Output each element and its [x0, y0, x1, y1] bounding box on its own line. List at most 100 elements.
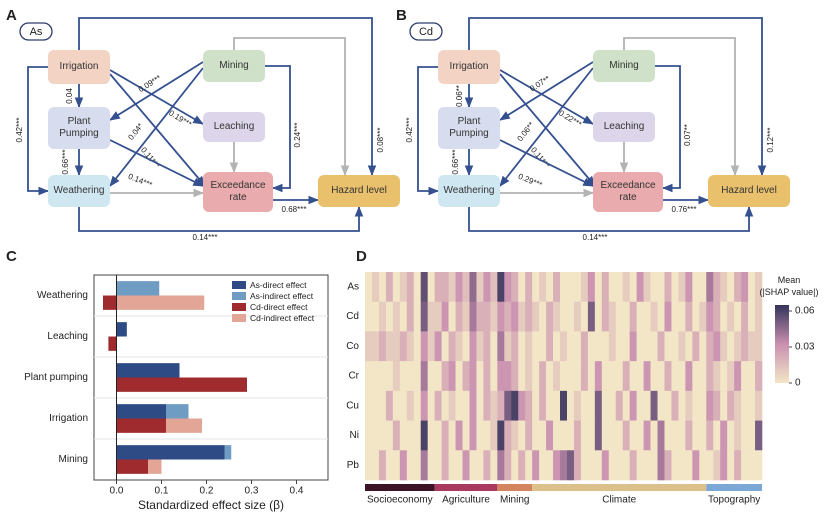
heat-cell	[615, 331, 624, 362]
heat-cell	[532, 390, 540, 421]
heat-cell	[671, 420, 679, 451]
colorbar	[775, 305, 789, 383]
edge-label: 0.04	[65, 88, 74, 104]
heat-cell	[427, 331, 435, 362]
edge-label: 0.14***	[127, 172, 153, 190]
bar	[116, 377, 247, 392]
heat-cell	[594, 420, 603, 451]
heat-cell	[594, 361, 603, 392]
edge-arrow	[78, 17, 377, 177]
edge-label: 0.04*	[126, 122, 145, 142]
heat-cell	[587, 420, 596, 451]
heat-cell	[518, 272, 526, 303]
group-label: Socioeconomy	[367, 495, 433, 506]
heat-cell	[720, 361, 728, 392]
heat-cell	[671, 331, 679, 362]
heat-cell	[497, 272, 505, 303]
heat-cell	[560, 390, 568, 421]
node-box	[48, 175, 110, 207]
heat-cell	[727, 301, 735, 332]
heat-cell	[378, 361, 387, 392]
heat-cell	[636, 420, 644, 451]
heat-cell	[741, 361, 749, 392]
edge-label: 0.09***	[137, 73, 163, 94]
heat-cell	[546, 301, 554, 332]
heat-cell	[727, 420, 735, 451]
node-box	[708, 175, 790, 207]
heat-cell	[685, 450, 693, 481]
heat-cell	[553, 390, 561, 421]
heat-cell	[413, 420, 422, 451]
heat-cell	[622, 450, 630, 481]
heat-cell	[734, 390, 742, 421]
heat-cell	[441, 420, 449, 451]
heat-cell	[371, 272, 380, 303]
node-label: Mining	[219, 60, 249, 71]
heat-cell	[371, 361, 380, 392]
heat-cell	[608, 272, 617, 303]
heat-cell	[636, 450, 644, 481]
heat-cell	[566, 301, 575, 332]
heat-cell	[566, 331, 575, 362]
heat-cell	[629, 361, 637, 392]
heat-cell	[532, 450, 540, 481]
heat-cell	[385, 361, 394, 392]
heat-cell	[399, 450, 408, 481]
heat-cell	[546, 361, 554, 392]
heat-cell	[685, 420, 693, 451]
node-label: Weathering	[53, 185, 105, 196]
heat-cell	[420, 331, 428, 362]
heat-cell	[580, 272, 589, 303]
bar	[108, 336, 117, 351]
y-tick-label: Irrigation	[49, 413, 88, 424]
heat-cell	[392, 390, 401, 421]
legend-swatch	[232, 314, 246, 322]
heat-cell	[483, 450, 491, 481]
heat-cell	[553, 272, 561, 303]
heat-cell	[406, 361, 415, 392]
heat-cell	[532, 420, 540, 451]
legend-label: Cd-indirect effect	[250, 313, 315, 323]
edge-label: 0.08***	[376, 128, 385, 153]
heat-cell	[371, 420, 380, 451]
y-tick-label: Leaching	[47, 331, 88, 342]
heat-cell	[748, 450, 756, 481]
heat-cell	[587, 331, 596, 362]
heat-cell	[741, 331, 749, 362]
heat-cell	[420, 450, 428, 481]
heat-cell	[441, 331, 449, 362]
node: Leaching	[214, 121, 255, 132]
heat-cell	[692, 390, 700, 421]
heat-cell	[573, 390, 582, 421]
bar	[116, 295, 205, 310]
heat-cell	[539, 272, 547, 303]
heat-cell	[546, 420, 554, 451]
group-label: Topography	[708, 495, 760, 506]
row-label: Pb	[347, 460, 360, 471]
heat-cell	[748, 301, 756, 332]
heat-cell	[664, 420, 672, 451]
heat-cell	[664, 272, 672, 303]
heat-cell	[741, 420, 749, 451]
heat-cell	[720, 420, 728, 451]
row-label: As	[347, 281, 359, 292]
heat-cell	[692, 361, 700, 392]
colorbar-title-line: (|SHAP value|)	[759, 287, 818, 297]
panel-letter: D	[356, 248, 367, 265]
group-bar	[532, 484, 707, 491]
edge-label: 0.07**	[683, 124, 692, 146]
edge-arrow	[109, 73, 206, 187]
heat-cell	[469, 361, 477, 392]
heat-cell	[560, 420, 568, 451]
heat-cell	[629, 272, 637, 303]
edge-label: 0.14***	[583, 233, 608, 242]
bar	[116, 281, 160, 296]
edge-label: 0.12***	[766, 128, 775, 153]
heat-cell	[685, 301, 693, 332]
node-box	[203, 50, 265, 82]
heat-cell	[448, 361, 456, 392]
y-tick-label: Plant pumping	[24, 372, 88, 383]
heat-cell	[608, 390, 617, 421]
heat-cell	[741, 272, 749, 303]
heat-cell	[636, 390, 644, 421]
